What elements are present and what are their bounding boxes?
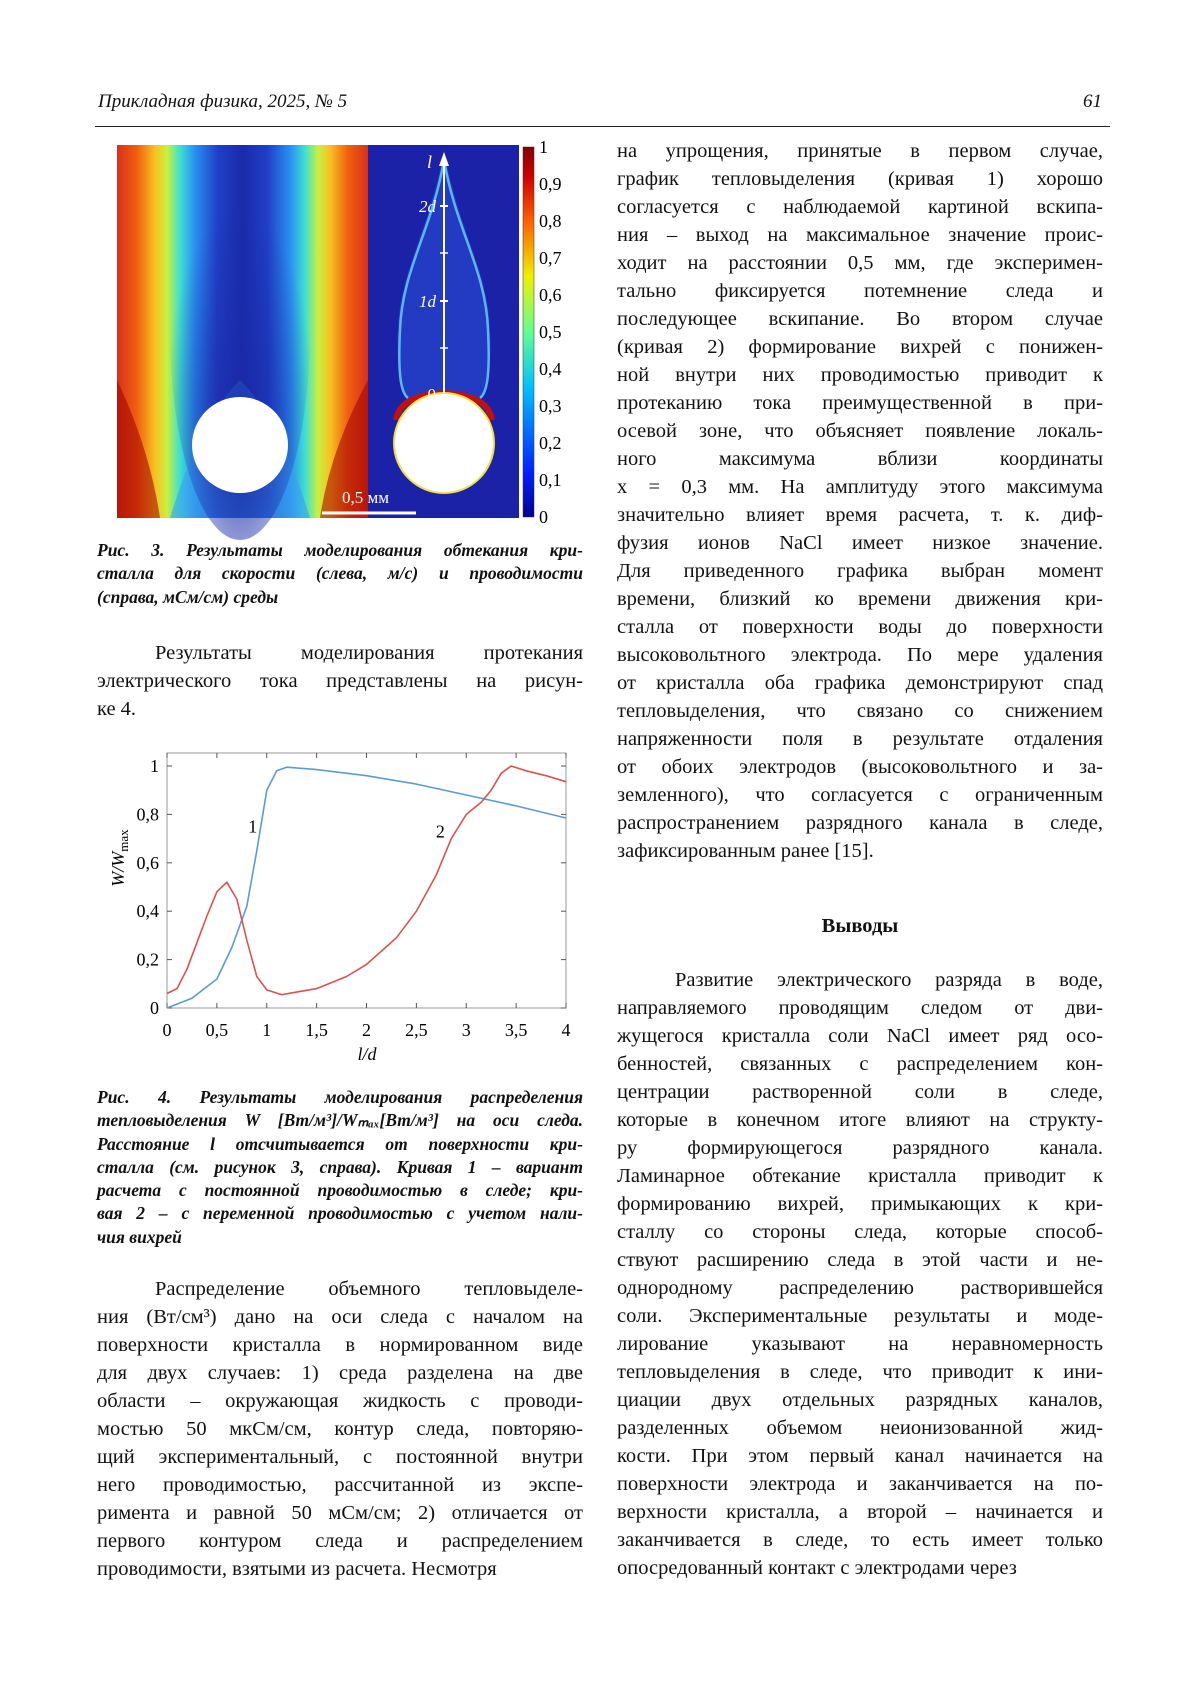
x-tick-label: 0,5 [206,1020,229,1040]
x-tick-label: 4 [562,1020,571,1040]
x-tick-label: 0 [163,1020,172,1040]
x-tick-label: 1,5 [305,1020,328,1040]
page-number: 61 [1083,91,1102,113]
y-tick-label: 0,8 [137,804,160,824]
text-line: мостью 50 мкСм/см, контур следа, повторя… [97,1415,583,1443]
text-line: поверхности электрода и заканчивается на… [617,1470,1103,1498]
y-tick-label: 1 [150,756,159,776]
text-line: верхности кристалла, а второй – начинает… [617,1498,1103,1526]
text-line: высоковольтного электрода. По мере удале… [617,641,1103,669]
paragraph-heat-distribution: Распределение объемного тепловыделе-ния … [97,1275,583,1583]
text-line: ния (Вт/см³) дано на оси следа с началом… [97,1303,583,1331]
text-line: формированию вихрей, примыкающих к кри- [617,1190,1103,1218]
text-line: однородному распределению растворившейся [617,1274,1103,1302]
text-line: соли. Экспериментальные результаты и мод… [617,1302,1103,1330]
text-line: последующее вскипание. Во втором случае [617,305,1103,333]
text-line: бенностей, связанных с распределением ко… [617,1050,1103,1078]
text-line: Ламинарное обтекание кристалла приводит … [617,1162,1103,1190]
text-line: лирование указывают на неравномерность [617,1330,1103,1358]
series-line-1 [167,767,566,1008]
text-line: на упрощения, принятые в первом случае, [617,137,1103,165]
text-line: от обоих электродов (высоковольтного и з… [617,753,1103,781]
text-line: поверхности кристалла в нормированном ви… [97,1331,583,1359]
text-line: циации двух отдельных разрядных каналов, [617,1386,1103,1414]
text-line: ния – выход на максимальное значение про… [617,221,1103,249]
text-line: чия вихрей [97,1226,583,1249]
x-tick-label: 2,5 [405,1020,428,1040]
text-line: осевой зоне, что объясняет появление лок… [617,417,1103,445]
text-line: (кривая 2) формирование вихрей с понижен… [617,333,1103,361]
text-line: сталла (см. рисунок 3, справа). Кривая 1… [97,1156,583,1179]
text-line: проводимости, взятыми из расчета. Несмот… [97,1555,583,1583]
text-line: кости. При этом первый канал начинается … [617,1442,1103,1470]
text-line: тепловыделения W [Вт/м³]/Wₘₐₓ[Вт/м³] на … [97,1109,583,1132]
text-line: Рис. 4. Результаты моделирования распред… [97,1086,583,1109]
paragraph-right-continued: на упрощения, принятые в первом случае,г… [617,137,1103,865]
text-line: ствуют расширению следа в этой части и н… [617,1246,1103,1274]
text-line: график тепловыделения (кривая 1) хорошо [617,165,1103,193]
text-line: расчета с постоянной проводимостью в сле… [97,1179,583,1202]
text-line: распространением разрядного канала в сле… [617,809,1103,837]
y-tick-label: 0,6 [137,853,160,873]
x-tick-label: 1 [262,1020,271,1040]
text-line: центрации растворенной соли в следе, [617,1078,1103,1106]
text-line: фузия ионов NaCl имеет низкое значение. [617,529,1103,557]
text-line: Расстояние l отсчитывается от поверхност… [97,1133,583,1156]
text-line: сталлу со стороны следа, которые способ- [617,1218,1103,1246]
text-line: Для приведенного графика выбран момент [617,557,1103,585]
text-line: от кристалла оба графика демонстрируют с… [617,669,1103,697]
series-line-2 [167,766,566,995]
text-line: жущегося кристалла соли NaCl имеет ряд о… [617,1022,1103,1050]
text-line: протеканию тока преимущественной в при- [617,389,1103,417]
y-axis-label: W/Wmax [108,829,131,887]
text-line: ру формирующегося разрядного канала. [617,1134,1103,1162]
x-tick-label: 3 [462,1020,471,1040]
y-tick-label: 0,2 [137,950,160,970]
y-tick-label: 0,4 [137,901,160,921]
figure-4-caption: Рис. 4. Результаты моделирования распред… [97,1086,583,1249]
text-line: сталла от поверхности воды до поверхност… [617,613,1103,641]
plot-frame [167,753,566,1008]
text-line: тепловыделения в следе, что приводит к и… [617,1358,1103,1386]
text-line: римента и равной 50 мСм/см; 2) отличаетс… [97,1499,583,1527]
series-label-1: 1 [248,817,257,837]
text-line: тепловыделения, что связано со снижением [617,697,1103,725]
x-axis-label: l/d [357,1044,377,1064]
text-line: зафиксированным ранее [15]. [617,837,1103,865]
text-line: разделенных объемом неионизованной жид- [617,1414,1103,1442]
text-line: опосредованный контакт с электродами чер… [617,1554,1103,1582]
text-line: первого контуром следа и распределением [97,1527,583,1555]
y-tick-label: 0 [150,998,159,1018]
text-line: земленного), что согласуется с ограничен… [617,781,1103,809]
text-line: ходит на расстоянии 0,5 мм, где эксперим… [617,249,1103,277]
text-line: Развитие электрического разряда в воде, [617,966,1103,994]
text-line: ного максимума вблизи координаты [617,445,1103,473]
text-line: заканчивается в следе, то есть имеет тол… [617,1526,1103,1554]
text-line: направляемого проводящим следом от дви- [617,994,1103,1022]
figure-4-chart: 0 0,5 1 1,5 2 2,5 3 3,5 4 0 0,2 0,4 0,6 0,8 1 1 2 l/d W/Wm… [0,0,600,1080]
text-line: тально фиксируется потемнение следа и [617,277,1103,305]
text-line: вая 2 – с переменной проводимостью с уче… [97,1202,583,1225]
paragraph-conclusions: Развитие электрического разряда в воде,н… [617,966,1103,1582]
x-tick-label: 3,5 [505,1020,528,1040]
text-line: ной внутри них проводимостью приводит к [617,361,1103,389]
text-line: области – окружающая жидкость с проводи- [97,1387,583,1415]
series-label-2: 2 [436,821,445,841]
text-line: согласуется с наблюдаемой картиной вскип… [617,193,1103,221]
text-line: него проводимостью, рассчитанной из эксп… [97,1471,583,1499]
text-line: времени, близкий ко времени движения кри… [617,585,1103,613]
text-line: для двух случаев: 1) среда разделена на … [97,1359,583,1387]
text-line: Распределение объемного тепловыделе- [97,1275,583,1303]
text-line: щий экспериментальный, с постоянной внут… [97,1443,583,1471]
text-line: значительно влияет время расчета, т. к. … [617,501,1103,529]
x-tick-label: 2 [362,1020,371,1040]
text-line: напряженности поля в результате отдалени… [617,725,1103,753]
text-line: которые в конечном итоге влияют на струк… [617,1106,1103,1134]
text-line: x = 0,3 мм. На амплитуду этого максимума [617,473,1103,501]
conclusions-heading: Выводы [617,912,1103,940]
